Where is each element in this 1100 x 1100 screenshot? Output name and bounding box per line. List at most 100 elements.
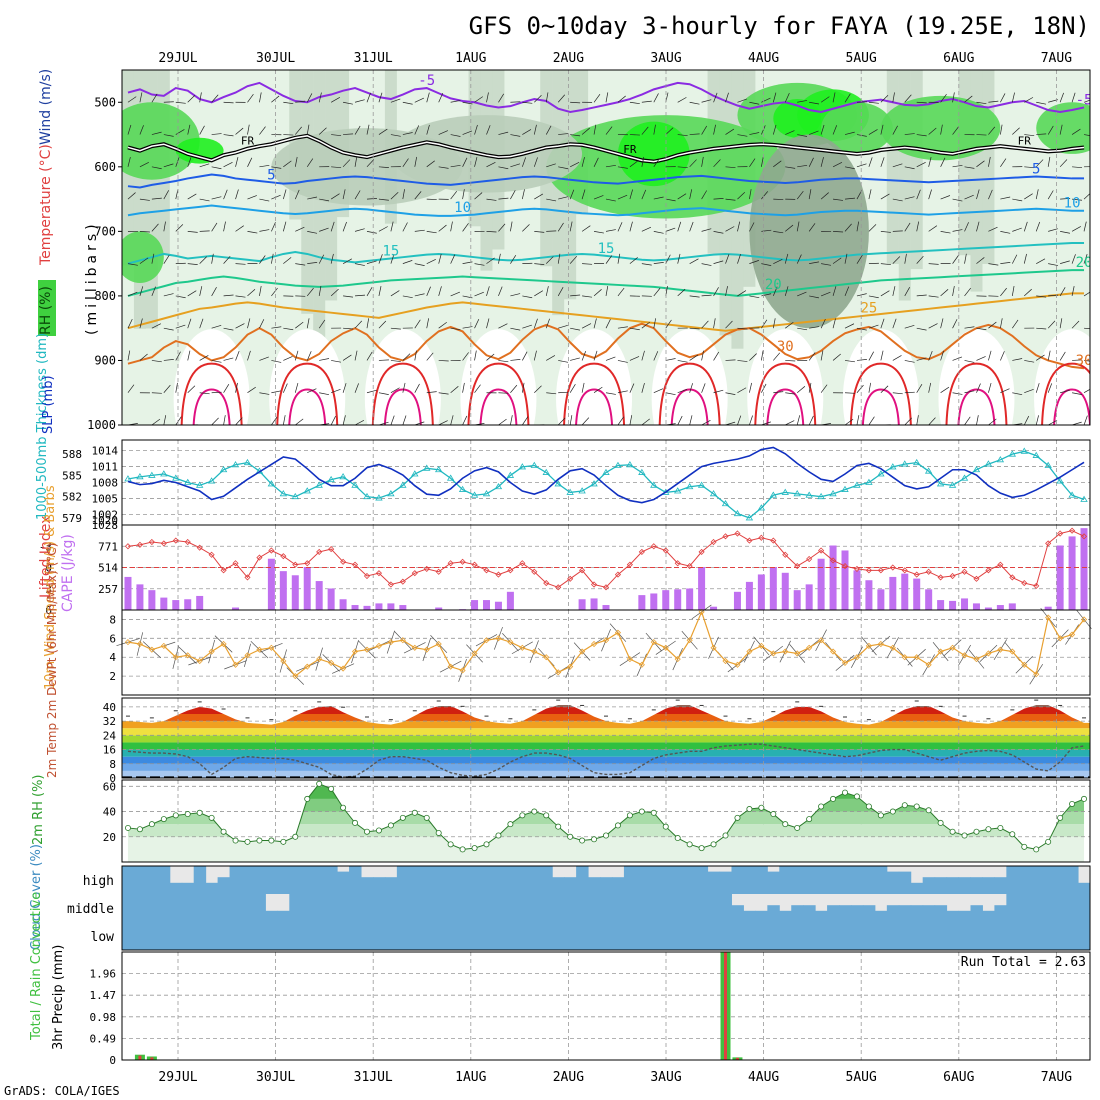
wind-barb — [856, 134, 867, 137]
cloud-bar-middle — [862, 905, 876, 922]
wind-barb — [223, 327, 234, 331]
wind-speed-point — [686, 637, 693, 644]
lifted-index-point — [447, 560, 454, 567]
wind-barb — [163, 255, 170, 264]
cloud-bar-low — [253, 922, 266, 950]
rh-tick-label: 60 — [103, 780, 116, 793]
cloud-bar-low — [755, 922, 768, 950]
wind-speed-point — [184, 652, 191, 659]
wind-barb — [892, 92, 895, 103]
wind-barb — [426, 259, 436, 264]
wind-barb — [295, 126, 302, 135]
lifted-index-point — [734, 530, 741, 537]
wind-barb — [952, 198, 963, 202]
cape-bar — [351, 605, 359, 610]
wind-barb — [294, 156, 298, 167]
wind-barb — [844, 223, 852, 232]
wind-barb — [1072, 166, 1083, 169]
wind-barb — [725, 254, 730, 264]
cloud-bar-low — [683, 922, 697, 950]
wind-barb — [462, 326, 473, 329]
wind-barb — [1000, 351, 1005, 361]
top-date-ticks: 29JUL 30JUL 31JUL 1AUG 2AUG 3AUG 4AUG 5AUG 6AUG 7… — [158, 51, 1072, 66]
wind-barb — [809, 130, 819, 135]
wind-barb — [247, 157, 253, 167]
wind-barb — [306, 287, 314, 297]
wind-barb — [522, 189, 525, 200]
lifted-index-point — [889, 564, 896, 571]
wind-barb — [653, 196, 664, 200]
wind-barb — [701, 263, 712, 266]
isotherm-40 — [575, 388, 614, 425]
wind-barb — [354, 420, 365, 425]
lifted-index-point — [184, 538, 191, 546]
wind-barb — [916, 189, 921, 200]
isotherm-35 — [563, 362, 626, 425]
lifted-index-point — [375, 570, 383, 577]
wind-barb — [964, 326, 975, 329]
slp-label: SLP (mb) — [41, 375, 56, 434]
wind-barb — [952, 92, 955, 103]
precip-convective-bar — [724, 952, 728, 1060]
cloud-bar-low — [576, 922, 589, 950]
wind-barb — [1083, 360, 1090, 362]
cape-bar — [435, 607, 443, 610]
temp-tick-label: 0 — [109, 772, 116, 785]
cloud-bar-middle — [468, 894, 482, 922]
wind-speed-line — [127, 610, 1085, 677]
wind-speed-point — [770, 650, 777, 657]
cloud-bar-high — [671, 866, 685, 894]
wind-barb — [354, 228, 365, 232]
thickness-point — [745, 514, 754, 521]
lifted-index-point — [590, 581, 598, 588]
wind-barb — [1071, 286, 1075, 296]
wind-speed-point — [889, 644, 896, 651]
cloud-bar-high — [552, 877, 565, 894]
wind-barb — [366, 159, 375, 168]
thickness-point — [470, 491, 479, 498]
lifted-index-point — [770, 537, 777, 544]
isotherm-5 — [127, 173, 1085, 189]
wind-barb — [558, 391, 569, 394]
wind-barb — [988, 321, 997, 329]
wind-barb — [749, 415, 753, 425]
wind-barb — [235, 127, 244, 135]
cloud-bar-high — [970, 877, 983, 894]
wind-barb — [390, 254, 395, 264]
wind-barb — [796, 190, 804, 200]
rh-point — [495, 832, 502, 839]
precip-convective-bar — [138, 1055, 142, 1060]
slp-tick-label: 1002 — [92, 508, 119, 521]
wind-barb — [976, 189, 980, 200]
wind-barb — [617, 287, 625, 297]
wind-barb — [737, 387, 747, 394]
cloud-level-label: high — [83, 874, 114, 889]
thickness-point — [184, 478, 192, 485]
wind-barb — [581, 189, 586, 200]
thickness-point — [614, 461, 622, 468]
cloud-bar-high — [361, 877, 374, 894]
wind-barb — [641, 382, 645, 393]
thickness-point — [793, 490, 801, 497]
cloud-bar-low — [528, 922, 541, 950]
cape-bar — [733, 591, 741, 610]
wind-barb — [701, 320, 709, 329]
slp-tick-label: 1005 — [92, 492, 119, 505]
wind-barb — [916, 221, 920, 232]
wind-barb — [677, 97, 687, 103]
cloud-bar-high — [396, 866, 410, 894]
wind-barb — [808, 415, 814, 425]
thickness-point — [339, 473, 347, 480]
wind-tick-label: 6 — [109, 632, 116, 645]
thickness-point — [877, 470, 885, 477]
wind-barb — [354, 320, 363, 329]
wind-barb — [354, 350, 358, 361]
wind-barb — [964, 166, 975, 169]
wind-barb — [749, 132, 760, 135]
wind-barb — [988, 350, 992, 361]
rh-point — [794, 824, 801, 831]
cloud-bar-low — [934, 922, 948, 950]
wind-barb — [868, 189, 872, 200]
wind-barb — [725, 128, 735, 135]
dry-area — [842, 329, 919, 425]
